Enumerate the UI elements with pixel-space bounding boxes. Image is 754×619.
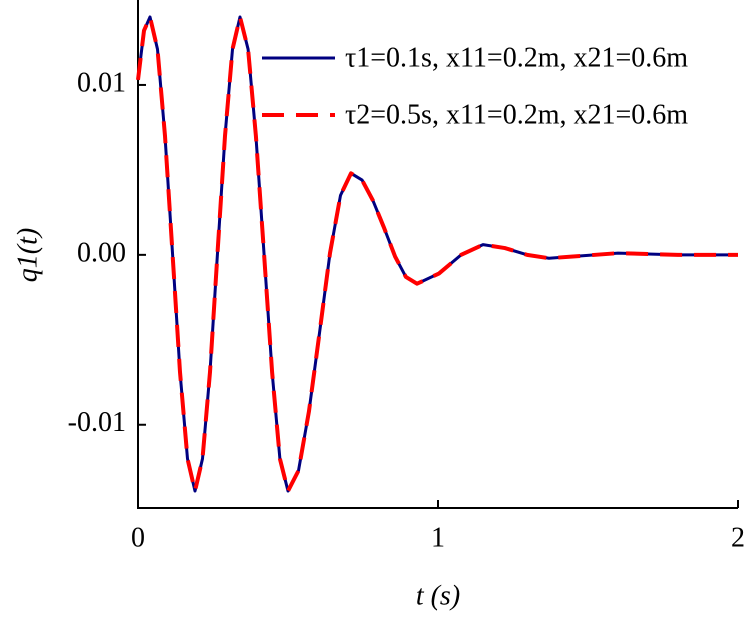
y-axis-label: q1(t): [12, 228, 43, 282]
series-line: [136, 14, 738, 494]
y-tick-label: 0.00: [77, 237, 126, 268]
x-tick-label: 2: [731, 522, 745, 553]
x-axis-label: t (s): [416, 580, 460, 611]
y-tick-label: -0.01: [68, 407, 126, 438]
y-tick-label: 0.01: [77, 67, 126, 98]
legend-label: τ1=0.1s, x11=0.2m, x21=0.6m: [345, 42, 688, 73]
x-tick-label: 1: [431, 522, 445, 553]
x-tick-label: 0: [131, 522, 145, 553]
legend-label: τ2=0.5s, x11=0.2m, x21=0.6m: [345, 99, 688, 130]
